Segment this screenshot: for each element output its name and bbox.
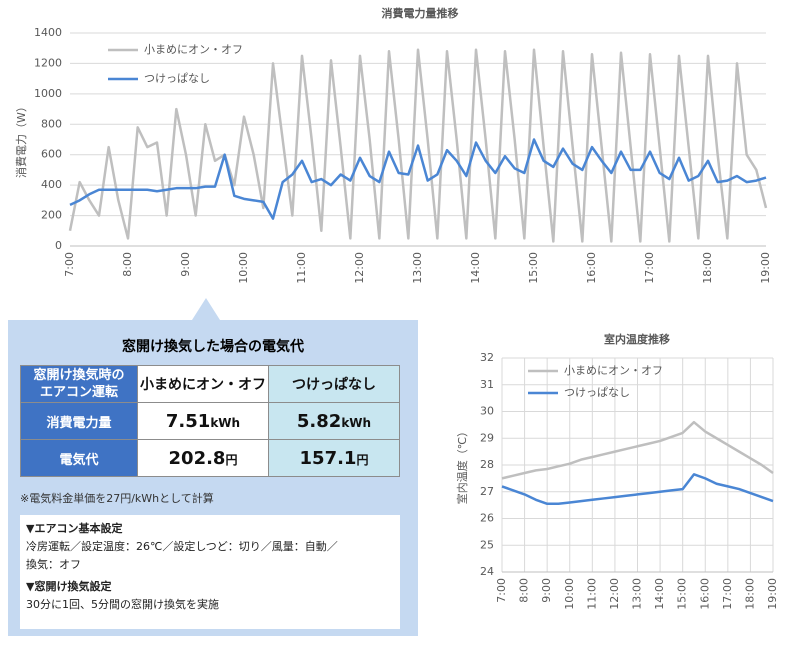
x-tick-label: 16:00 [585, 252, 598, 284]
legend-label: 小まめにオン・オフ [564, 364, 663, 377]
y-tick-label: 24 [480, 565, 494, 578]
x-tick-label: 13:00 [411, 252, 424, 284]
series-line [501, 473, 774, 506]
series-line [68, 48, 768, 243]
chart-title: 室内温度推移 [604, 332, 670, 346]
y-tick-label: 31 [480, 378, 494, 391]
cell-unit: kWh [210, 415, 241, 430]
y-tick-label: 32 [480, 351, 494, 364]
x-tick-label: 7:00 [495, 578, 508, 603]
series-line [69, 138, 767, 220]
settings-line: 冷房運転／設定温度：26℃／設定しつど：切り／風量：自動／ [26, 540, 338, 553]
x-tick-label: 16:00 [698, 578, 711, 610]
cell-unit: kWh [341, 415, 372, 430]
cell: 157.1円 [268, 439, 400, 477]
settings-heading: ▼窓開け換気設定 [26, 580, 112, 593]
y-tick-label: 29 [480, 431, 494, 444]
x-tick-label: 10:00 [563, 578, 576, 610]
legend-label: 小まめにオン・オフ [144, 43, 243, 56]
series-line [501, 420, 774, 480]
y-tick-label: 28 [480, 458, 494, 471]
cell-value: 7.51 [165, 410, 211, 432]
cell: 7.51kWh [137, 402, 269, 440]
y-tick-label: 26 [480, 512, 494, 525]
row-header: 消費電力量 [20, 402, 138, 440]
settings-box [20, 515, 400, 629]
x-tick-label: 11:00 [295, 252, 308, 284]
cell-unit: 円 [356, 452, 369, 467]
corner-cell: 窓開け換気時の エアコン運転 [20, 365, 138, 403]
y-tick-label: 1200 [34, 56, 62, 69]
y-tick-label: 0 [55, 239, 62, 252]
x-tick-label: 19:00 [759, 252, 772, 284]
note: ※電気料金単価を27円/kWhとして計算 [20, 492, 214, 505]
col-header: 小まめにオン・オフ [137, 365, 269, 403]
x-tick-label: 8:00 [121, 252, 134, 277]
x-tick-label: 12:00 [608, 578, 621, 610]
cell-value: 5.82 [296, 410, 342, 432]
x-tick-label: 15:00 [527, 252, 540, 284]
cell: 5.82kWh [268, 402, 400, 440]
cell-value: 202.8 [168, 447, 226, 469]
x-tick-label: 7:00 [63, 252, 76, 277]
x-tick-label: 9:00 [540, 578, 553, 603]
y-tick-label: 25 [480, 538, 494, 551]
corner-line: エアコン運転 [39, 385, 118, 400]
cell: 202.8円 [137, 439, 269, 477]
y-tick-label: 30 [480, 405, 494, 418]
cell-value: 157.1 [299, 447, 357, 469]
cell-unit: 円 [225, 452, 238, 467]
y-axis-label: 室内温度（℃） [455, 426, 469, 504]
y-tick-label: 600 [41, 148, 62, 161]
x-tick-label: 17:00 [721, 578, 734, 610]
y-axis-label: 消費電力（W） [14, 101, 28, 178]
y-tick-label: 1400 [34, 26, 62, 39]
x-tick-label: 9:00 [179, 252, 192, 277]
settings-line: 30分に1回、5分間の窓開け換気を実施 [26, 598, 219, 611]
x-tick-label: 11:00 [585, 578, 598, 610]
x-tick-label: 10:00 [237, 252, 250, 284]
x-tick-label: 19:00 [766, 578, 779, 610]
legend-label: つけっぱなし [564, 386, 630, 399]
panel-title: 窓開け換気した場合の電気代 [122, 339, 304, 355]
y-tick-label: 27 [480, 485, 494, 498]
settings: ▼エアコン基本設定 冷房運転／設定温度：26℃／設定しつど：切り／風量：自動／ … [26, 520, 338, 614]
y-tick-label: 1000 [34, 87, 62, 100]
y-tick-label: 400 [41, 178, 62, 191]
x-tick-label: 17:00 [643, 252, 656, 284]
settings-heading: ▼エアコン基本設定 [26, 522, 123, 535]
x-tick-label: 13:00 [631, 578, 644, 610]
x-tick-label: 8:00 [518, 578, 531, 603]
y-tick-label: 200 [41, 209, 62, 222]
cost-table: 窓開け換気時の エアコン運転 小まめにオン・オフ つけっぱなし 消費電力量 7.5… [20, 365, 400, 477]
x-tick-label: 18:00 [701, 252, 714, 284]
x-tick-label: 14:00 [469, 252, 482, 284]
col-header: つけっぱなし [268, 365, 400, 403]
settings-line: 換気：オフ [26, 558, 81, 571]
legend-label: つけっぱなし [144, 72, 210, 85]
row-header: 電気代 [20, 439, 138, 477]
chart-title: 消費電力量推移 [382, 6, 459, 20]
x-tick-label: 18:00 [743, 578, 756, 610]
x-tick-label: 14:00 [653, 578, 666, 610]
corner-line: 窓開け換気時の [33, 368, 125, 383]
x-tick-label: 15:00 [676, 578, 689, 610]
x-tick-label: 12:00 [353, 252, 366, 284]
y-tick-label: 800 [41, 117, 62, 130]
